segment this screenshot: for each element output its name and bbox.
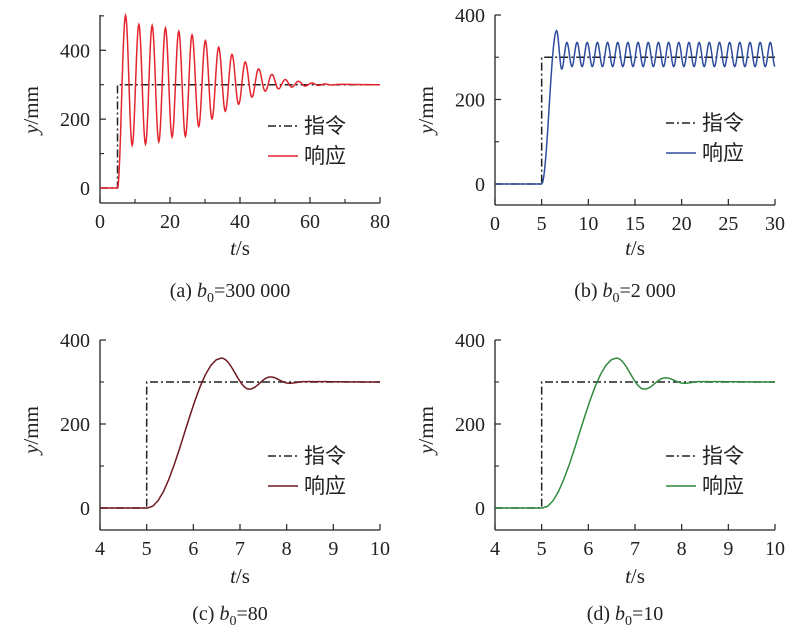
caption-sub: 0	[229, 614, 236, 629]
y-tick-label: 0	[475, 498, 485, 520]
legend-label: 响应	[304, 474, 346, 498]
y-axis-label-var: y	[414, 124, 438, 136]
x-axis-label-unit: /s	[236, 236, 250, 260]
y-tick-label: 400	[455, 330, 485, 352]
panel-caption: (a) b0=300 000	[170, 280, 290, 306]
y-axis-label-var: y	[414, 444, 438, 456]
legend-label: 指令	[304, 444, 346, 468]
x-tick-label: 20	[160, 211, 180, 233]
x-tick-label: 5	[537, 538, 547, 560]
x-tick-label: 0	[490, 213, 500, 235]
x-axis-label-var: t	[625, 564, 632, 588]
caption-value: =80	[236, 603, 267, 625]
caption-sub: 0	[613, 291, 620, 306]
x-axis-label: t/s	[625, 564, 645, 588]
y-axis-label: y/mm	[414, 86, 438, 136]
x-tick-label: 5	[537, 213, 547, 235]
x-axis-label-unit: /s	[236, 564, 250, 588]
x-tick-label: 5	[142, 538, 152, 560]
x-axis-label-var: t	[230, 236, 237, 260]
x-tick-label: 8	[282, 538, 292, 560]
x-tick-label: 15	[625, 213, 645, 235]
panel-caption: (d) b0=10	[587, 603, 664, 629]
response-line	[495, 29, 776, 185]
legend-label: 响应	[702, 141, 744, 165]
caption-sub: 0	[625, 614, 632, 629]
x-tick-label: 6	[583, 538, 593, 560]
y-axis-label-var: y	[19, 124, 43, 136]
x-axis-label-unit: /s	[631, 564, 645, 588]
x-axis-label: t/s	[230, 564, 250, 588]
x-tick-label: 4	[490, 538, 500, 560]
y-tick-label: 200	[455, 90, 485, 112]
legend-label: 响应	[702, 474, 744, 498]
x-axis-label-var: t	[625, 236, 632, 260]
x-axis-label-var: t	[230, 564, 237, 588]
y-tick-label: 0	[475, 174, 485, 196]
caption-prefix: (b)	[574, 280, 602, 302]
y-axis-label-unit: /mm	[19, 86, 43, 125]
y-tick-label: 400	[60, 330, 90, 352]
x-axis-label: t/s	[230, 236, 250, 260]
caption-var: b	[219, 603, 229, 625]
x-tick-label: 20	[672, 213, 692, 235]
x-tick-label: 40	[230, 211, 250, 233]
caption-value: =300 000	[214, 280, 290, 302]
caption-sub: 0	[207, 291, 214, 306]
response-line	[100, 357, 381, 509]
y-tick-label: 0	[80, 178, 90, 200]
response-line	[495, 357, 776, 509]
y-tick-label: 200	[455, 414, 485, 436]
caption-prefix: (d)	[587, 603, 615, 625]
y-axis-label-unit: /mm	[19, 406, 43, 445]
x-tick-label: 30	[765, 213, 785, 235]
y-axis-label: y/mm	[19, 86, 43, 136]
x-tick-label: 8	[677, 538, 687, 560]
legend-label: 指令	[304, 114, 346, 138]
x-axis-label-unit: /s	[631, 236, 645, 260]
x-tick-label: 80	[370, 211, 390, 233]
x-tick-label: 10	[370, 538, 390, 560]
y-axis-label-var: y	[19, 444, 43, 456]
caption-value: =10	[632, 603, 663, 625]
y-tick-label: 400	[60, 40, 90, 62]
caption-var: b	[615, 603, 625, 625]
x-tick-label: 9	[723, 538, 733, 560]
x-tick-label: 60	[300, 211, 320, 233]
caption-var: b	[197, 280, 207, 302]
panel-caption: (c) b0=80	[192, 603, 267, 629]
y-tick-label: 400	[455, 5, 485, 27]
caption-prefix: (c)	[192, 603, 219, 625]
x-tick-label: 6	[188, 538, 198, 560]
x-tick-label: 7	[235, 538, 245, 560]
y-tick-label: 200	[60, 109, 90, 131]
x-axis-label: t/s	[625, 236, 645, 260]
x-tick-label: 9	[328, 538, 338, 560]
x-tick-label: 0	[95, 211, 105, 233]
legend-label: 指令	[702, 444, 744, 468]
panel-caption: (b) b0=2 000	[574, 280, 676, 306]
x-tick-label: 10	[578, 213, 598, 235]
y-tick-label: 0	[80, 498, 90, 520]
x-tick-label: 10	[765, 538, 785, 560]
y-tick-label: 200	[60, 414, 90, 436]
caption-var: b	[603, 280, 613, 302]
x-tick-label: 7	[630, 538, 640, 560]
caption-prefix: (a)	[170, 280, 197, 302]
legend-label: 响应	[304, 144, 346, 168]
y-axis-label: y/mm	[19, 406, 43, 456]
legend-label: 指令	[702, 111, 744, 135]
response-line	[100, 12, 380, 189]
y-axis-label-unit: /mm	[414, 86, 438, 125]
y-axis-label: y/mm	[414, 406, 438, 456]
x-tick-label: 25	[718, 213, 738, 235]
x-tick-label: 4	[95, 538, 105, 560]
y-axis-label-unit: /mm	[414, 406, 438, 445]
caption-value: =2 000	[620, 280, 676, 302]
